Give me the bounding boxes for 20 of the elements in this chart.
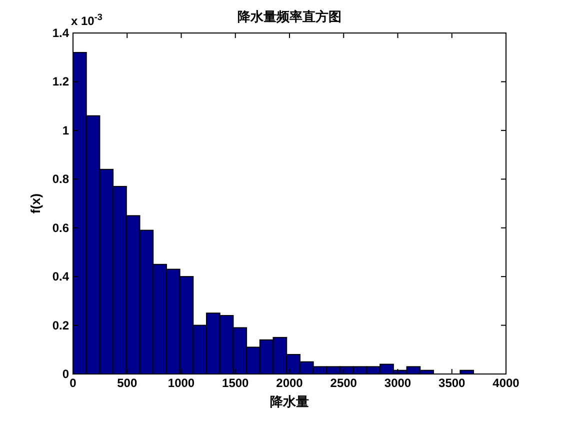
text: x 10$^{-3}$ — [71, 12, 102, 28]
x-tick-label: 1500 — [222, 376, 250, 390]
y-tick-label: 0.8 — [52, 172, 70, 186]
y-axis-title: f(x) — [28, 193, 43, 214]
x-tick-label: 1000 — [168, 376, 195, 390]
x-tick-label: 3000 — [384, 376, 412, 390]
y-tick-label: 0.2 — [52, 318, 70, 332]
x-tick-label: 2000 — [276, 376, 304, 390]
x-tick-label: 3500 — [438, 376, 466, 390]
y-tick-label: 0 — [62, 367, 70, 381]
x-axis-title: 降水量 — [270, 394, 309, 409]
y-tick-label: 1.4 — [52, 26, 70, 40]
x-tick-label: 500 — [117, 376, 138, 390]
y-tick-label: 0.4 — [52, 270, 70, 284]
chart-title: 降水量频率直方图 — [238, 9, 342, 24]
y-tick-label: 1 — [62, 123, 70, 138]
y-tick-label: 0.6 — [52, 220, 70, 235]
x-tick-label: 4000 — [492, 376, 520, 390]
y-tick-label: 1.2 — [52, 74, 70, 89]
x-tick-label: 2500 — [330, 376, 358, 390]
